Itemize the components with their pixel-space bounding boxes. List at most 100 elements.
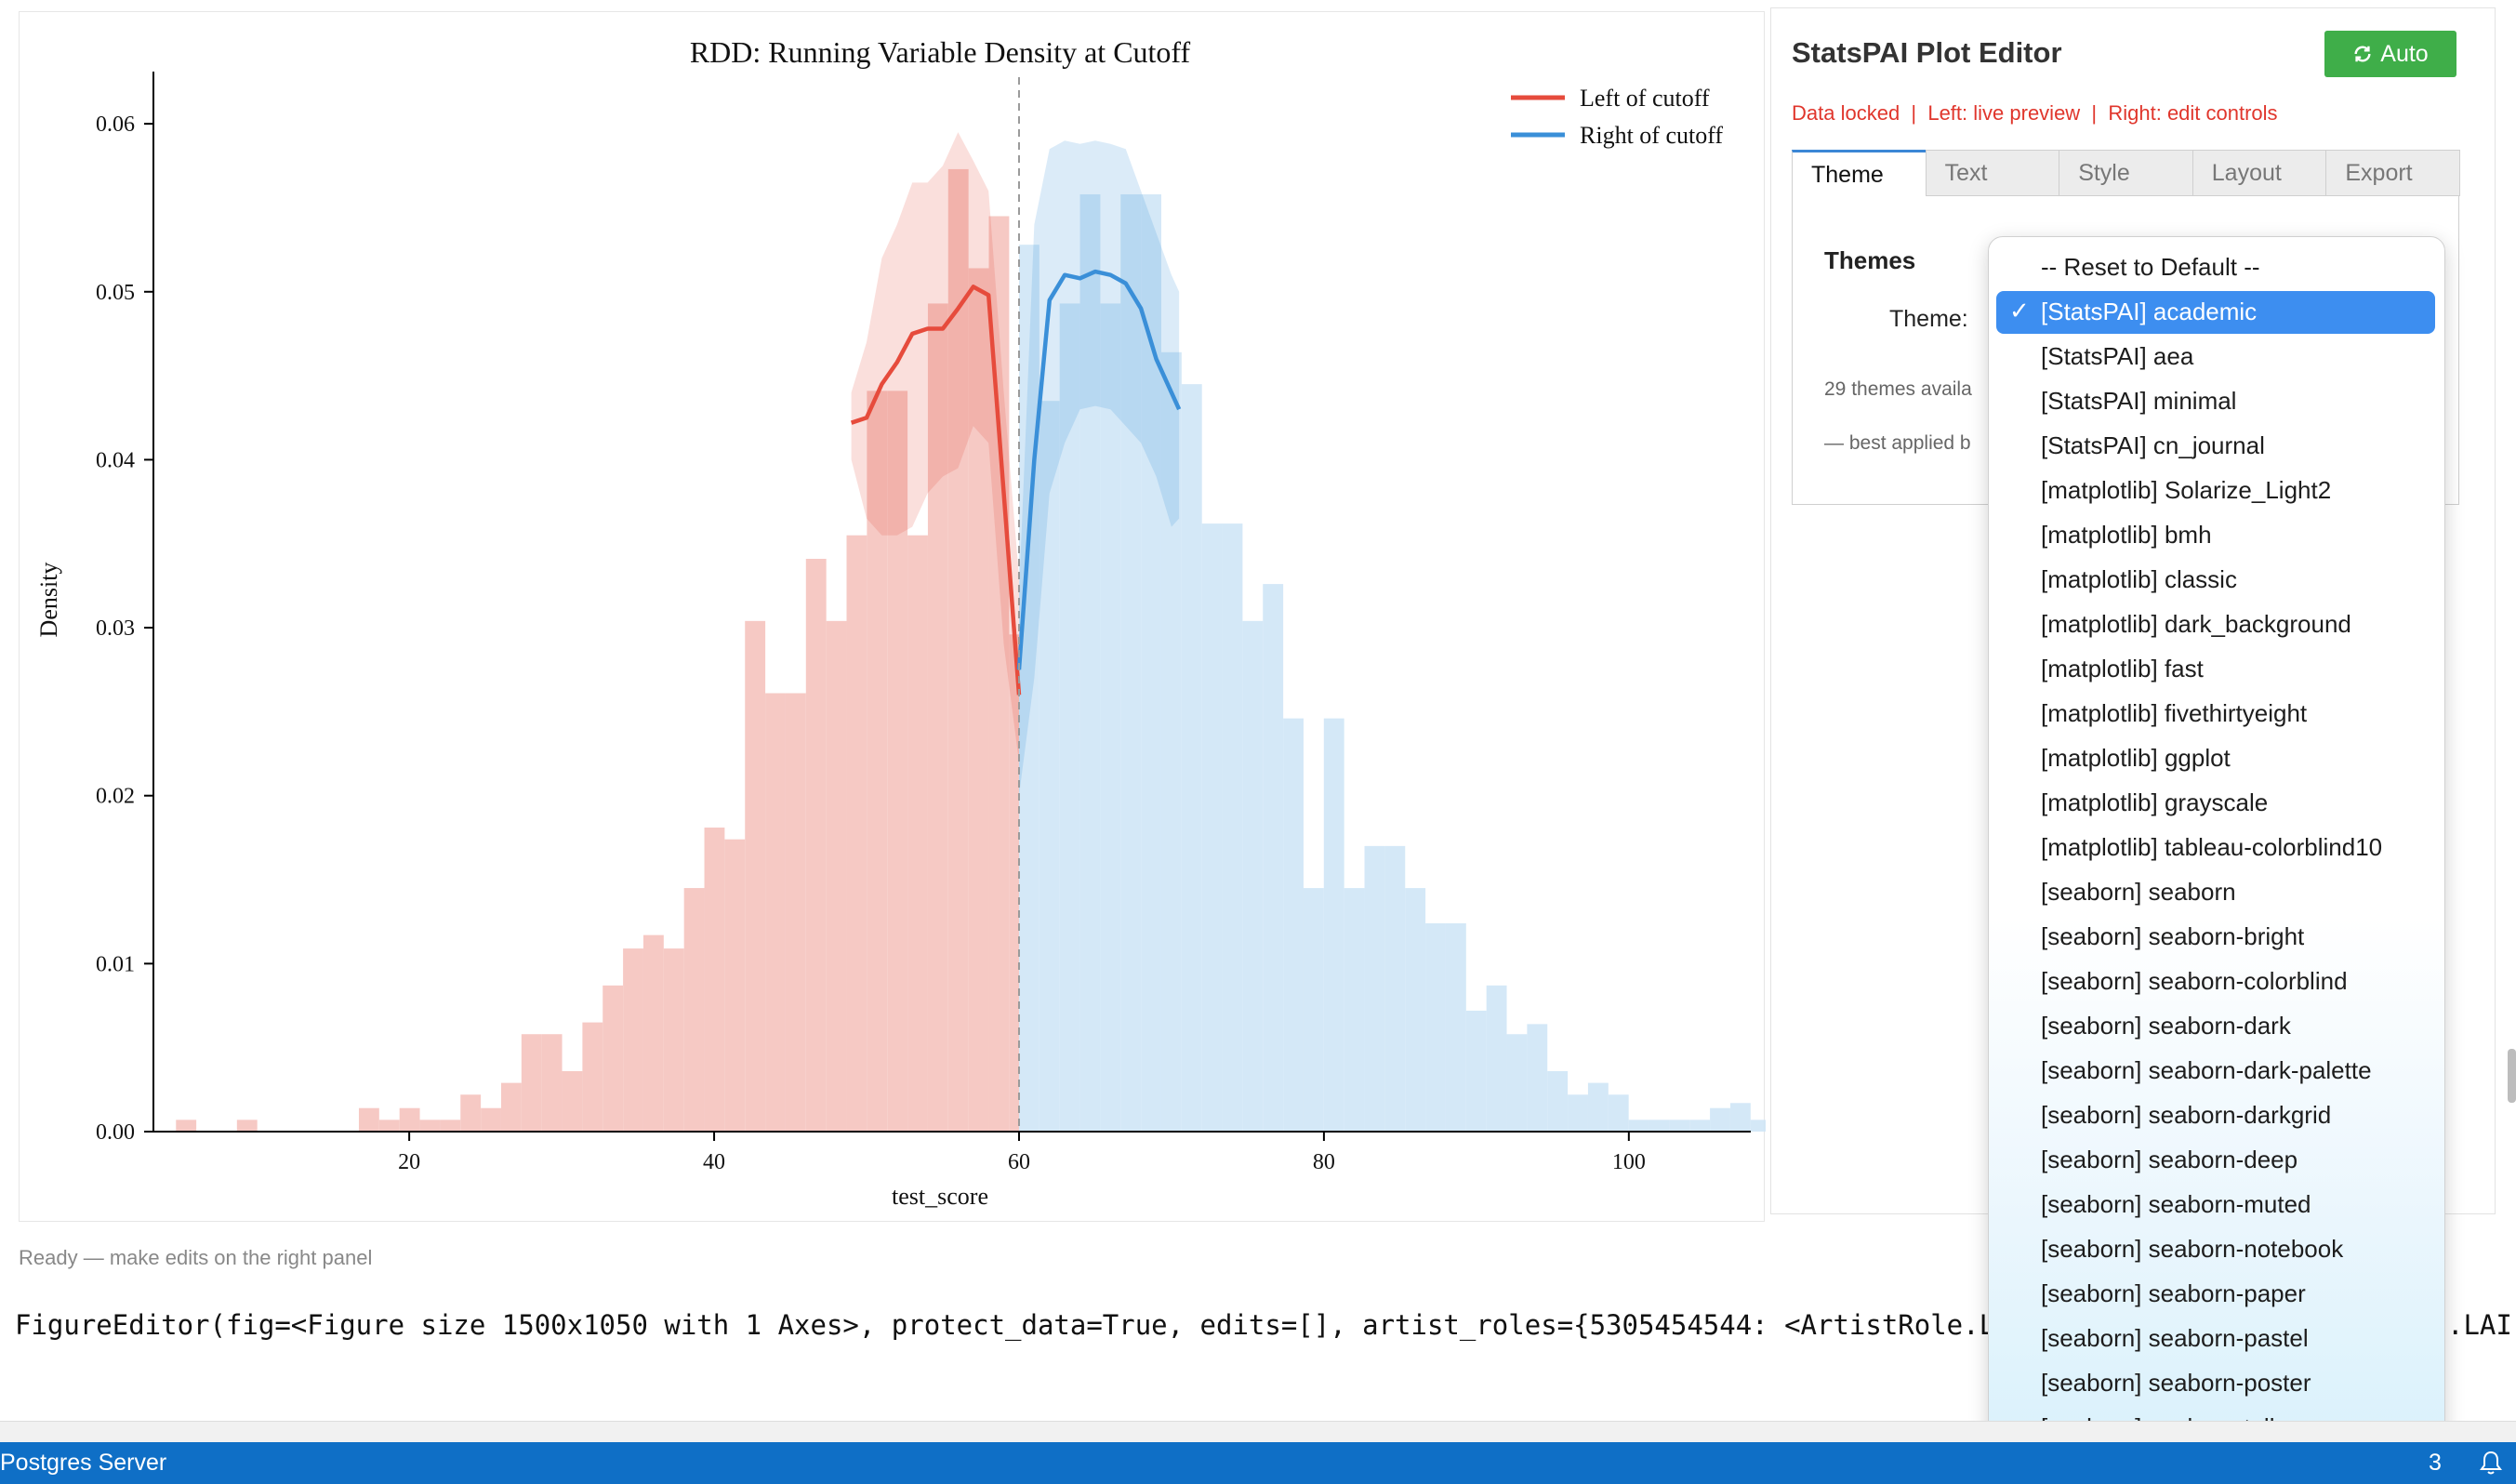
histogram-bar-right <box>1669 1120 1690 1132</box>
theme-option[interactable]: [matplotlib] fivethirtyeight <box>1996 693 2435 735</box>
histogram-bar-right <box>1649 1120 1670 1132</box>
histogram-bar-right <box>1486 985 1507 1132</box>
bell-icon[interactable] <box>2479 1450 2503 1476</box>
histogram-bar-left <box>378 1120 400 1132</box>
theme-option-label: -- Reset to Default -- <box>2041 253 2260 281</box>
histogram-bar-left <box>907 535 928 1132</box>
theme-option-label: [matplotlib] fast <box>2041 655 2204 682</box>
histogram-bar-right <box>1120 194 1142 1132</box>
theme-option[interactable]: [seaborn] seaborn-dark <box>1996 1005 2435 1048</box>
histogram-bar-left <box>846 535 867 1132</box>
histogram-bar-right <box>1364 845 1385 1132</box>
histogram-bar-left <box>724 839 746 1132</box>
theme-option[interactable]: [matplotlib] ggplot <box>1996 737 2435 780</box>
theme-option-label: [matplotlib] Solarize_Light2 <box>2041 476 2332 504</box>
y-tick-label: 0.01 <box>96 952 135 976</box>
check-icon: ✓ <box>2009 297 2030 325</box>
theme-option[interactable]: [seaborn] seaborn-poster <box>1996 1362 2435 1405</box>
histogram-bar-right <box>1405 888 1426 1132</box>
histogram-bar-right <box>1506 1034 1528 1132</box>
histogram-bar-right <box>1547 1070 1569 1132</box>
tab-style[interactable]: Style <box>2059 150 2193 196</box>
theme-option[interactable]: [StatsPAI] aea <box>1996 336 2435 378</box>
tab-export[interactable]: Export <box>2325 150 2460 196</box>
x-tick-label: 100 <box>1612 1150 1646 1174</box>
theme-dropdown-list[interactable]: -- Reset to Default -- ✓ [StatsPAI] academ… <box>1988 236 2445 1475</box>
theme-option[interactable]: [seaborn] seaborn-pastel <box>1996 1318 2435 1360</box>
theme-option[interactable]: [matplotlib] grayscale <box>1996 782 2435 825</box>
histogram-bar-left <box>887 391 908 1132</box>
histogram-bar-right <box>1039 401 1060 1132</box>
theme-option[interactable]: [StatsPAI] minimal <box>1996 380 2435 423</box>
histogram-bar-left <box>460 1094 482 1132</box>
tab-layout[interactable]: Layout <box>2192 150 2327 196</box>
best-applied-text: — best applied b <box>1824 432 1971 454</box>
panel-title: StatsPAI Plot Editor <box>1792 36 2062 69</box>
theme-option[interactable]: [matplotlib] bmh <box>1996 514 2435 557</box>
theme-option[interactable]: [seaborn] seaborn-bright <box>1996 916 2435 959</box>
x-tick-label: 80 <box>1313 1150 1335 1174</box>
histogram-bar-left <box>704 828 725 1132</box>
tab-text[interactable]: Text <box>1925 150 2060 196</box>
theme-option-label: [seaborn] seaborn-dark-palette <box>2041 1056 2372 1084</box>
histogram-bar-right <box>1384 845 1406 1132</box>
status-bar: Postgres Server 3 <box>0 1442 2516 1484</box>
histogram-bar-right <box>1079 194 1101 1132</box>
theme-option[interactable]: [seaborn] seaborn-darkgrid <box>1996 1094 2435 1137</box>
theme-option[interactable]: [matplotlib] Solarize_Light2 <box>1996 470 2435 512</box>
theme-option-label: [seaborn] seaborn-deep <box>2041 1146 2298 1173</box>
themes-heading: Themes <box>1824 246 1916 274</box>
y-axis-label: Density <box>35 563 62 638</box>
theme-option[interactable]: ✓ [StatsPAI] academic <box>1996 291 2435 334</box>
theme-option-label: [matplotlib] bmh <box>2041 521 2212 549</box>
panel-divider <box>0 1421 2516 1442</box>
theme-option[interactable]: [seaborn] seaborn-muted <box>1996 1184 2435 1226</box>
theme-option[interactable]: [seaborn] seaborn-paper <box>1996 1273 2435 1316</box>
histogram-bar-left <box>785 693 806 1132</box>
histogram-bar-right <box>1181 384 1202 1132</box>
histogram-bar-left <box>582 1022 603 1132</box>
histogram-bar-right <box>1729 1103 1751 1132</box>
tab-theme[interactable]: Theme <box>1792 150 1927 196</box>
theme-option-label: [StatsPAI] cn_journal <box>2041 431 2265 459</box>
histogram-bar-left <box>440 1120 461 1132</box>
x-tick-label: 40 <box>703 1150 725 1174</box>
histogram-bar-left <box>663 948 684 1132</box>
status-message: Ready — make edits on the right panel <box>19 1246 373 1269</box>
histogram-bar-left <box>500 1082 522 1132</box>
histogram-bar-left <box>745 620 766 1132</box>
theme-option-label: [matplotlib] tableau-colorblind10 <box>2041 833 2383 861</box>
theme-option[interactable]: [matplotlib] fast <box>1996 648 2435 691</box>
theme-option[interactable]: [seaborn] seaborn-deep <box>1996 1139 2435 1182</box>
theme-option-label: [seaborn] seaborn-colorblind <box>2041 967 2348 995</box>
theme-option-label: [matplotlib] classic <box>2041 565 2237 593</box>
theme-option[interactable]: [seaborn] seaborn-colorblind <box>1996 961 2435 1003</box>
theme-option[interactable]: [matplotlib] tableau-colorblind10 <box>1996 827 2435 869</box>
legend-label: Right of cutoff <box>1580 122 1723 149</box>
theme-option[interactable]: [seaborn] seaborn-dark-palette <box>1996 1050 2435 1093</box>
histogram-bar-right <box>1222 523 1243 1132</box>
histogram-bar-left <box>968 268 989 1132</box>
theme-option-label: [seaborn] seaborn-pastel <box>2041 1324 2309 1352</box>
histogram-bar-right <box>1608 1094 1629 1132</box>
theme-option[interactable]: [matplotlib] dark_background <box>1996 603 2435 646</box>
histogram-bar-right <box>1100 303 1121 1133</box>
theme-option[interactable]: [seaborn] seaborn-notebook <box>1996 1228 2435 1271</box>
theme-option[interactable]: [matplotlib] classic <box>1996 559 2435 602</box>
statusbar-postgres-label[interactable]: Postgres Server <box>0 1450 167 1476</box>
histogram-bar-right <box>1527 1024 1548 1132</box>
histogram-bar-right <box>1465 1010 1487 1132</box>
theme-option-reset[interactable]: -- Reset to Default -- <box>1996 246 2435 289</box>
theme-option[interactable]: [StatsPAI] cn_journal <box>1996 425 2435 468</box>
histogram-bar-left <box>642 934 664 1132</box>
theme-option-label: [matplotlib] fivethirtyeight <box>2041 699 2308 727</box>
histogram-bar-left <box>826 620 847 1132</box>
auto-button[interactable]: Auto <box>2324 31 2456 77</box>
scrollbar-thumb[interactable] <box>2508 1049 2516 1103</box>
histogram-bar-right <box>1263 584 1284 1132</box>
histogram-bar-left <box>399 1107 420 1132</box>
theme-option-label: [seaborn] seaborn-paper <box>2041 1279 2306 1307</box>
histogram-bar-right <box>1141 194 1161 1132</box>
histogram-bar-left <box>176 1120 197 1132</box>
theme-option[interactable]: [seaborn] seaborn <box>1996 871 2435 914</box>
